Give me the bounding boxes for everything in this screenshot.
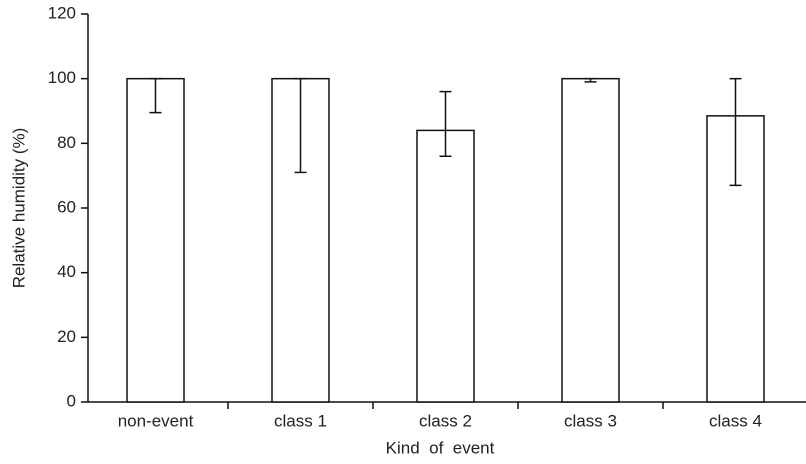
bar bbox=[271, 77, 330, 403]
x-tick-label: class 1 bbox=[274, 411, 327, 430]
x-tick-label: class 2 bbox=[419, 411, 472, 430]
y-tick-label: 80 bbox=[57, 133, 76, 152]
y-tick-label: 60 bbox=[57, 197, 76, 216]
x-tick-label: non-event bbox=[118, 411, 194, 430]
bar bbox=[416, 129, 475, 403]
error-bar bbox=[294, 77, 307, 174]
y-axis-label: Relative humidity (%) bbox=[9, 128, 28, 289]
y-tick-label: 0 bbox=[67, 391, 76, 410]
error-bar bbox=[584, 77, 597, 83]
bar bbox=[126, 77, 185, 403]
bar bbox=[561, 77, 620, 403]
x-axis-label: Kind of event bbox=[386, 438, 495, 457]
error-bar bbox=[149, 77, 162, 114]
x-tick-label: class 3 bbox=[564, 411, 617, 430]
y-tick-label: 40 bbox=[57, 262, 76, 281]
y-tick-label: 100 bbox=[48, 68, 76, 87]
y-tick-label: 20 bbox=[57, 327, 76, 346]
x-tick-label: class 4 bbox=[709, 411, 762, 430]
y-tick-label: 120 bbox=[48, 3, 76, 22]
error-bar bbox=[729, 77, 742, 187]
error-bar bbox=[439, 90, 452, 158]
